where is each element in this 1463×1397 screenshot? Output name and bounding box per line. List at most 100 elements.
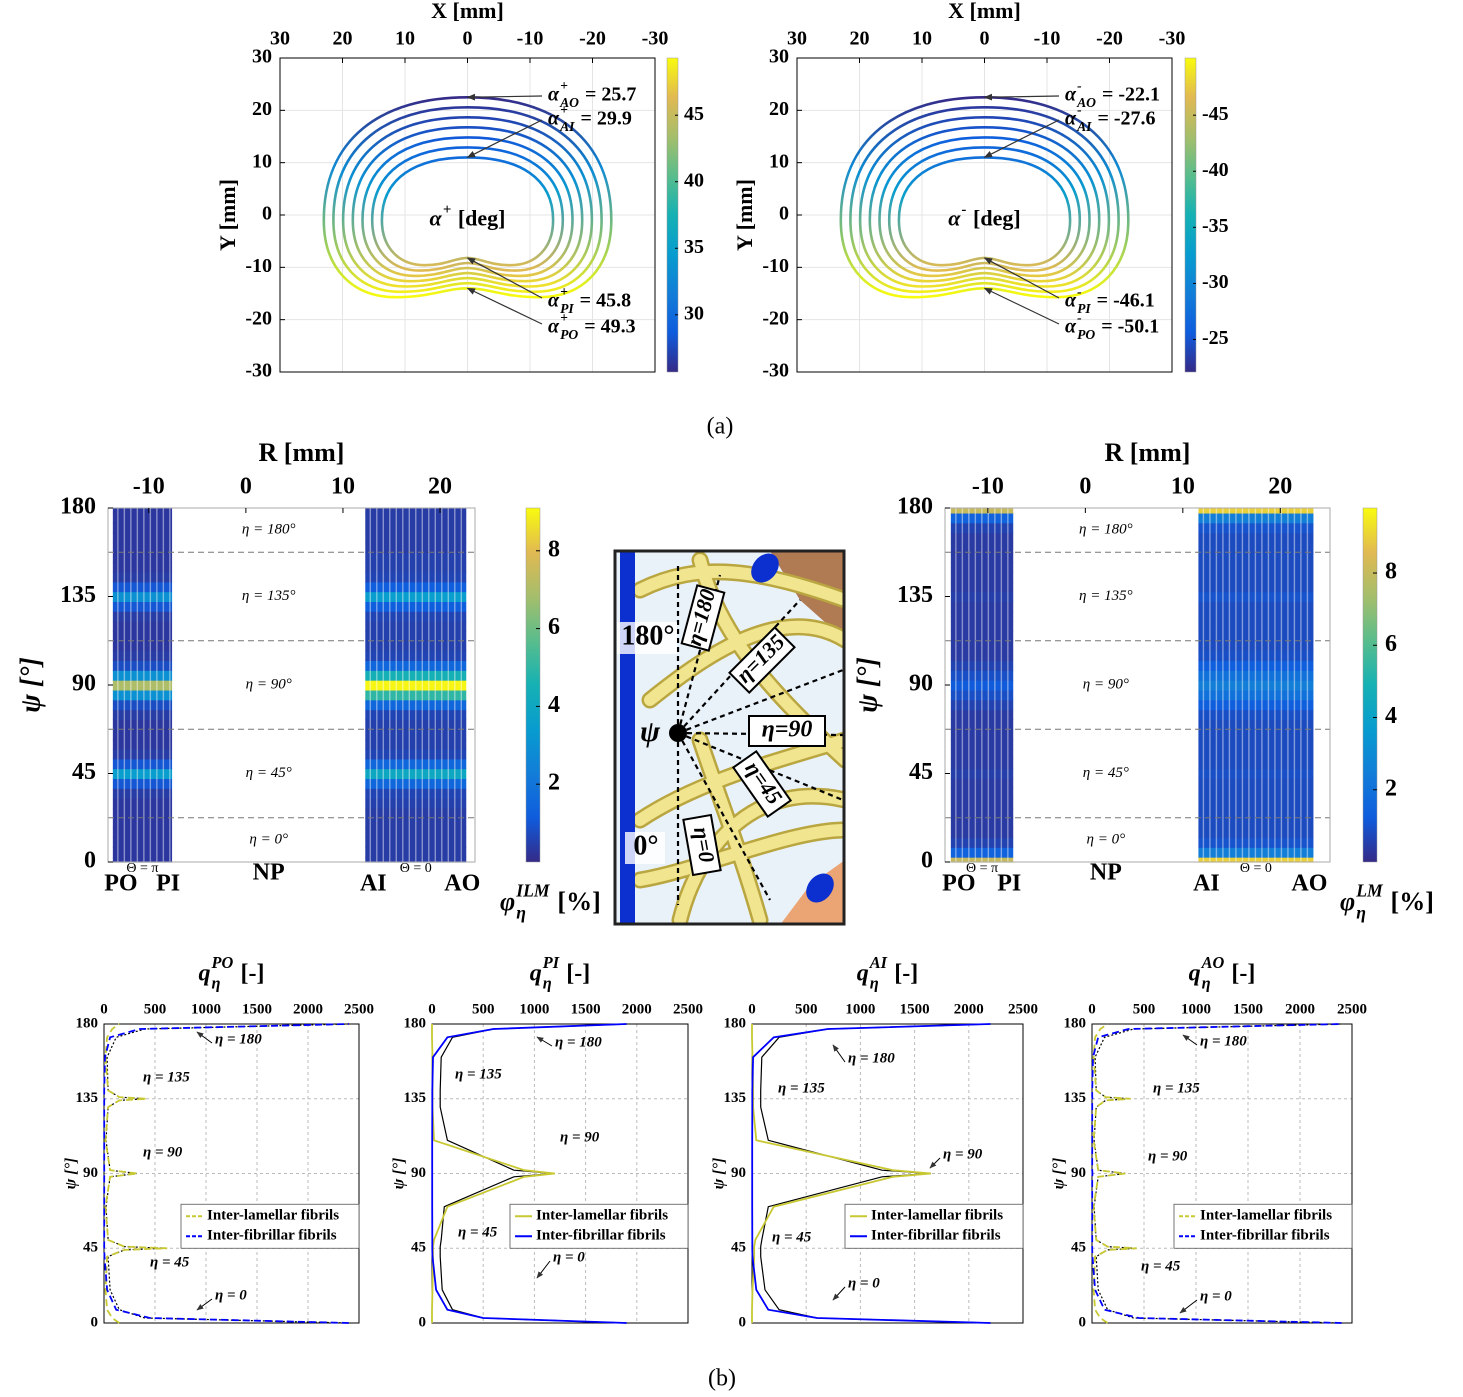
heat-cell <box>950 591 1014 603</box>
heat-cell <box>1198 562 1314 573</box>
heat-cell <box>365 522 467 534</box>
y-tick-label: 180 <box>60 494 96 520</box>
heat-cell <box>365 778 467 789</box>
region-label: AI <box>360 871 387 897</box>
y-axis-label: Y [mm] <box>732 179 757 251</box>
x-tick-label: 0 <box>100 1001 108 1017</box>
x-tick-label: -20 <box>1096 28 1123 50</box>
heat-cell <box>950 699 1014 711</box>
x-tick-label: 1000 <box>845 1001 875 1017</box>
blue-fiber <box>620 552 635 923</box>
heat-cell <box>112 581 173 593</box>
x-tick-label: 1500 <box>571 1001 601 1017</box>
x-tick-label: 20 <box>1268 474 1292 500</box>
x-tick-label: 20 <box>428 474 452 500</box>
x-tick-label: 2500 <box>673 1001 703 1017</box>
y-tick-label: 135 <box>404 1090 427 1106</box>
annotation-text: = 25.7 <box>585 84 636 106</box>
heat-cell <box>950 798 1014 809</box>
heat-cell <box>365 660 467 671</box>
colorbar-tick-label: 2 <box>548 770 560 796</box>
region-label: PO <box>104 871 137 897</box>
heat-cell <box>950 788 1014 799</box>
chart-title-text: [-] <box>894 961 918 987</box>
fiber-ring <box>361 136 574 278</box>
x-tick-label: 10 <box>331 474 355 500</box>
heat-cell <box>112 601 173 612</box>
heat-cell <box>365 768 467 780</box>
heat-cell <box>365 719 467 730</box>
center-point <box>669 724 687 742</box>
chart-title-symbol: q <box>857 961 869 987</box>
heat-cell <box>1198 542 1314 553</box>
heat-cell <box>950 640 1014 652</box>
colorbar-tick-label: 4 <box>1385 703 1397 729</box>
region-label: AO <box>1291 871 1327 897</box>
heat-cell <box>365 512 467 524</box>
heat-cell <box>112 739 173 750</box>
angle-label: ψ <box>640 715 661 748</box>
heat-cell <box>950 847 1014 858</box>
heat-cell <box>1198 552 1314 563</box>
annotation-text: = -27.6 <box>1097 108 1155 130</box>
center-label-symbol: α <box>948 205 961 230</box>
x-tick-label: 500 <box>795 1001 818 1017</box>
heat-cell <box>950 542 1014 553</box>
annotation-arrow <box>929 1157 941 1169</box>
y-axis-label: ψ [°] <box>63 1158 80 1190</box>
region-label: PI <box>997 871 1021 897</box>
colorbar-tick-label: 2 <box>1385 775 1397 801</box>
center-label: α - [deg] <box>948 202 1020 231</box>
heat-cell <box>1198 512 1314 524</box>
heat-cell <box>365 739 467 750</box>
heat-cell <box>950 719 1014 730</box>
heat-cell <box>365 532 467 544</box>
legend-label: Inter-lamellar fibrils <box>207 1208 339 1224</box>
annotation-arrow <box>1179 1299 1198 1314</box>
colorbar-tick-label: 45 <box>684 103 704 125</box>
heat-cell <box>112 571 173 583</box>
legend-box <box>509 1203 689 1249</box>
heat-cell <box>950 807 1014 819</box>
annotation-sub: PO <box>1077 327 1095 342</box>
series-line <box>103 1023 349 1324</box>
legend-label: Inter-lamellar fibrils <box>1200 1208 1332 1224</box>
annotation-symbol: α <box>548 108 560 130</box>
annotation: α PI - = -46.1 <box>1065 284 1155 316</box>
x-tick-label: 2000 <box>1285 1001 1315 1017</box>
heat-cell <box>112 508 173 514</box>
colorbar-tick-label: 35 <box>684 236 704 258</box>
panel-label: (a) <box>707 414 734 440</box>
y-tick-label: 90 <box>72 671 96 697</box>
heat-cell <box>365 591 467 603</box>
chart-title-symbol: q <box>1189 961 1201 987</box>
plot-area <box>752 1024 1023 1323</box>
y-tick-label: 180 <box>404 1015 427 1031</box>
fiber-ring <box>849 105 1120 294</box>
annotation-arrow <box>832 1044 846 1063</box>
y-tick-label: 45 <box>83 1240 98 1256</box>
chart-title: q ηAO [-] <box>1189 953 1256 992</box>
heat-cell <box>365 611 467 622</box>
heat-cell <box>1198 689 1314 701</box>
eta-tag: η=90 <box>762 717 813 743</box>
x-tick-label: -10 <box>972 474 1004 500</box>
fiber-ring <box>351 125 584 283</box>
heat-cell <box>365 621 467 632</box>
heat-cell <box>950 571 1014 583</box>
colorbar-tick-label: 8 <box>1385 559 1397 585</box>
heat-cell <box>950 621 1014 632</box>
heat-cell <box>112 640 173 652</box>
annotation-sub: AO <box>1076 95 1096 110</box>
middle-label: NP <box>253 860 285 886</box>
annotation: η = 135 <box>455 1066 502 1082</box>
heat-cell <box>112 650 173 662</box>
x-tick-label: 30 <box>270 28 290 50</box>
annotation-sup: - <box>1077 102 1082 117</box>
heat-cell <box>950 611 1014 622</box>
heat-cell <box>112 729 173 740</box>
heat-cell <box>365 670 467 681</box>
heat-cell <box>1198 748 1314 760</box>
y-tick-label: 20 <box>252 98 272 120</box>
annotation-arrow <box>983 93 1060 101</box>
